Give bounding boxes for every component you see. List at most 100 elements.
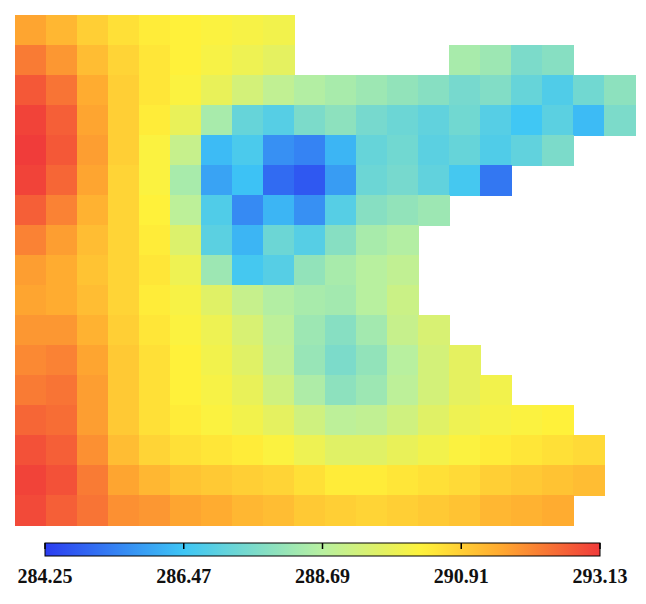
heatmap-cell xyxy=(139,15,171,46)
heatmap-cell xyxy=(418,135,450,166)
heatmap-cell xyxy=(232,45,264,76)
heatmap-cell xyxy=(573,105,605,136)
heatmap-cell xyxy=(294,165,326,196)
heatmap-cell xyxy=(46,345,78,376)
heatmap-cell xyxy=(46,315,78,346)
heatmap-cell xyxy=(387,495,419,526)
heatmap-cell xyxy=(449,45,481,76)
heatmap-cell xyxy=(387,195,419,226)
heatmap-cell xyxy=(511,405,543,436)
heatmap-cell xyxy=(46,465,78,496)
heatmap-cell xyxy=(46,285,78,316)
heatmap-cell xyxy=(294,255,326,286)
heatmap-cell xyxy=(294,105,326,136)
colorbar-tick-label: 284.25 xyxy=(18,565,73,587)
heatmap-cell xyxy=(449,495,481,526)
heatmap-cell xyxy=(201,135,233,166)
heatmap-cell xyxy=(15,315,47,346)
heatmap-cell xyxy=(263,495,295,526)
heatmap-cell xyxy=(108,375,140,406)
heatmap-cell xyxy=(387,345,419,376)
heatmap-cell xyxy=(108,435,140,466)
heatmap-cell xyxy=(77,75,109,106)
heatmap-cell xyxy=(480,105,512,136)
heatmap-cell xyxy=(139,135,171,166)
heatmap-cell xyxy=(325,105,357,136)
heatmap-cell xyxy=(170,75,202,106)
heatmap-cell xyxy=(449,165,481,196)
heatmap-cell xyxy=(170,345,202,376)
heatmap-cell xyxy=(418,375,450,406)
heatmap-cell xyxy=(139,75,171,106)
heatmap-cell xyxy=(573,75,605,106)
heatmap-cell xyxy=(325,405,357,436)
heatmap-cell xyxy=(170,45,202,76)
heatmap-cell xyxy=(201,495,233,526)
heatmap-cell xyxy=(201,45,233,76)
heatmap-cell xyxy=(46,45,78,76)
heatmap-cell xyxy=(139,345,171,376)
heatmap-cell xyxy=(542,105,574,136)
heatmap-cell xyxy=(77,15,109,46)
heatmap-cell xyxy=(356,165,388,196)
heatmap-cell xyxy=(201,315,233,346)
colorbar-tick xyxy=(599,543,601,549)
heatmap-cell xyxy=(356,345,388,376)
heatmap-cell xyxy=(201,15,233,46)
heatmap-cell xyxy=(511,495,543,526)
heatmap-cell xyxy=(449,105,481,136)
heatmap-cell xyxy=(139,195,171,226)
heatmap-cell xyxy=(325,315,357,346)
heatmap-cell xyxy=(325,135,357,166)
heatmap-cell xyxy=(542,495,574,526)
heatmap-cell xyxy=(201,285,233,316)
heatmap-cell xyxy=(418,75,450,106)
heatmap-cell xyxy=(418,105,450,136)
heatmap-cell xyxy=(356,225,388,256)
heatmap-cell xyxy=(139,165,171,196)
heatmap-cell xyxy=(46,435,78,466)
heatmap-cell xyxy=(387,435,419,466)
colorbar xyxy=(45,543,600,556)
heatmap-cell xyxy=(201,75,233,106)
heatmap-cell xyxy=(139,465,171,496)
heatmap-cell xyxy=(480,405,512,436)
heatmap-cell xyxy=(387,225,419,256)
heatmap-cell xyxy=(201,195,233,226)
heatmap-cell xyxy=(139,225,171,256)
heatmap-cell xyxy=(139,105,171,136)
heatmap-cell xyxy=(170,405,202,436)
heatmap-cell xyxy=(294,225,326,256)
heatmap-cell xyxy=(46,255,78,286)
heatmap-cell xyxy=(294,195,326,226)
heatmap-cell xyxy=(201,375,233,406)
heatmap-cell xyxy=(418,345,450,376)
heatmap-cell xyxy=(139,375,171,406)
heatmap-cell xyxy=(232,375,264,406)
heatmap-cell xyxy=(449,135,481,166)
heatmap-cell xyxy=(46,165,78,196)
heatmap-cell xyxy=(418,435,450,466)
heatmap-cell xyxy=(573,435,605,466)
heatmap-cell xyxy=(15,405,47,436)
heatmap-cell xyxy=(77,225,109,256)
heatmap-cell xyxy=(232,495,264,526)
heatmap-cell xyxy=(480,375,512,406)
heatmap-cell xyxy=(108,225,140,256)
heatmap-cell xyxy=(15,285,47,316)
heatmap-cell xyxy=(480,165,512,196)
heatmap-cell xyxy=(294,465,326,496)
heatmap-cell xyxy=(170,285,202,316)
heatmap-cell xyxy=(232,135,264,166)
heatmap-cell xyxy=(139,255,171,286)
heatmap-cell xyxy=(418,405,450,436)
heatmap-cell xyxy=(263,105,295,136)
heatmap-cell xyxy=(77,285,109,316)
heatmap-cell xyxy=(263,15,295,46)
heatmap-cell xyxy=(356,105,388,136)
heatmap-cell xyxy=(263,315,295,346)
heatmap-cell xyxy=(232,165,264,196)
heatmap-cell xyxy=(294,375,326,406)
colorbar-tick-label: 288.69 xyxy=(295,565,350,587)
heatmap-cell xyxy=(263,435,295,466)
